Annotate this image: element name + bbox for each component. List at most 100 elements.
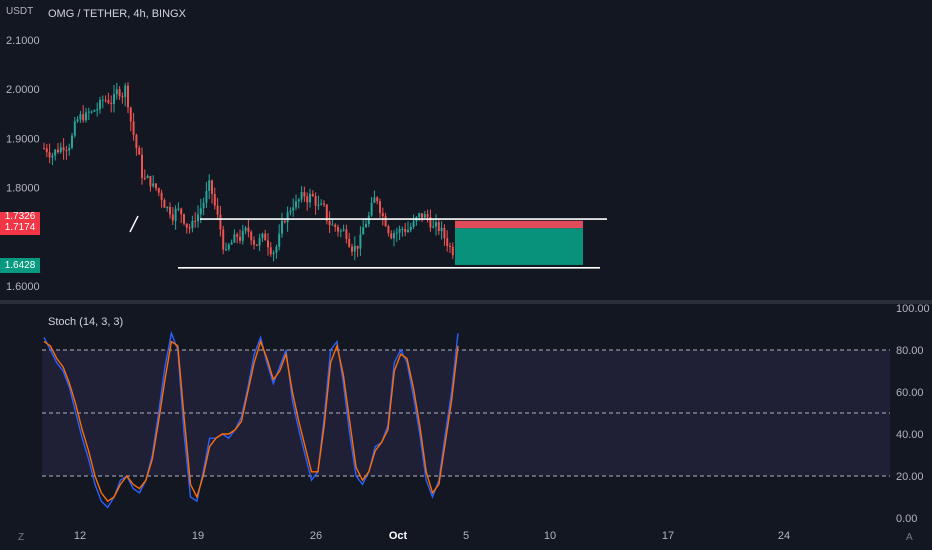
price-pane[interactable]: 2.1000 2.0000 1.9000 1.8000 1.6000 [0, 0, 932, 300]
candle-body [446, 238, 449, 247]
candle-body [376, 197, 379, 202]
candle-body [418, 213, 421, 218]
candle-body [225, 249, 227, 251]
candle-body [432, 226, 435, 228]
candle-body [191, 220, 194, 229]
candle-body [393, 233, 395, 239]
candle-body [317, 204, 320, 206]
candle-body [166, 207, 169, 209]
candle-body [185, 223, 188, 228]
drawing-segment [129, 215, 139, 233]
stoch-chart[interactable]: 100.00 80.00 60.00 40.00 20.00 0.00 [0, 303, 932, 526]
candle-body [373, 197, 376, 203]
candle-body [429, 217, 432, 228]
candle-body [188, 227, 191, 229]
candle-body [331, 224, 334, 226]
candle-body [362, 227, 365, 235]
candle-body [300, 192, 303, 200]
candle-body [255, 244, 258, 246]
goto-date-button[interactable]: Z [18, 532, 25, 543]
candle-body [51, 155, 54, 158]
candle-body [202, 202, 205, 209]
position-stop-zone [455, 220, 583, 229]
candle-body [101, 99, 104, 101]
candle-body [320, 203, 323, 205]
currency-label: USDT [6, 6, 34, 17]
candle-body [90, 111, 93, 113]
candle-body [295, 201, 297, 208]
position-target-zone [455, 228, 583, 265]
price-tick-label: 1.9000 [6, 133, 40, 145]
candle-body [104, 99, 107, 101]
candle-body [325, 204, 328, 221]
symbol-title[interactable]: OMG / TETHER, 4h, BINGX [48, 8, 186, 20]
candle-body [241, 230, 244, 241]
candle-body [87, 111, 90, 113]
candle-body [99, 99, 101, 110]
candle-body [379, 201, 381, 213]
stoch-pane[interactable]: 100.00 80.00 60.00 40.00 20.00 0.00 [0, 303, 932, 526]
candle-body [222, 229, 225, 250]
candle-body [211, 180, 213, 194]
candle-body [239, 236, 241, 241]
pane-separator[interactable] [0, 300, 932, 304]
candle-body [146, 176, 149, 179]
candle-body [423, 214, 426, 218]
candle-body [449, 246, 451, 248]
candle-body [286, 212, 289, 223]
candle-body [183, 214, 185, 224]
badge-entry-price: 1.7174 [0, 220, 40, 235]
candle-body [289, 210, 292, 213]
candle-body [199, 208, 202, 215]
auto-scale-button[interactable]: A [906, 532, 913, 543]
candle-body [129, 107, 132, 122]
candle-body [387, 226, 390, 234]
candle-body [339, 230, 342, 232]
stoch-tick-label: 100.00 [896, 304, 930, 315]
stoch-label[interactable]: Stoch (14, 3, 3) [48, 316, 124, 328]
candle-body [71, 135, 73, 148]
candle-body [359, 234, 362, 249]
candle-body [93, 110, 96, 112]
candle-body [283, 220, 286, 223]
candle-body [174, 208, 177, 221]
candle-body [384, 216, 387, 227]
candle-body [407, 230, 409, 232]
candle-body [45, 148, 48, 153]
candle-body [96, 109, 99, 111]
time-tick-label: 17 [661, 530, 675, 542]
candle-body [426, 214, 429, 218]
candle-body [345, 229, 348, 239]
candle-body [309, 193, 311, 203]
candle-body [230, 242, 233, 245]
candle-body [412, 221, 415, 228]
time-tick-label: 5 [462, 530, 470, 542]
candle-body [85, 112, 87, 121]
stoch-d-line [43, 339, 459, 503]
candle-body [82, 114, 85, 121]
candle-body [152, 183, 155, 187]
candle-body [177, 208, 180, 210]
candle-body [54, 149, 57, 156]
candle-body [437, 222, 440, 232]
candle-body [370, 202, 373, 216]
badge-target-price: 1.6428 [0, 258, 40, 273]
candle-body [253, 240, 255, 245]
candle-body [143, 177, 146, 179]
candle-body [440, 227, 443, 232]
time-tick-label: 26 [309, 530, 323, 542]
candle-body [353, 245, 356, 252]
time-tick-label: Oct [388, 530, 408, 542]
candle-body [275, 246, 278, 253]
candle-body [180, 208, 183, 215]
candle-body [208, 180, 211, 191]
candle-body [48, 152, 51, 158]
candle-body [171, 214, 174, 221]
candle-body [247, 227, 250, 232]
candle-body [267, 240, 269, 248]
candle-body [216, 205, 219, 215]
candle-body [281, 220, 283, 234]
price-chart[interactable]: 2.1000 2.0000 1.9000 1.8000 1.6000 [0, 0, 932, 300]
candle-body [219, 214, 222, 230]
candle-body [213, 193, 216, 206]
